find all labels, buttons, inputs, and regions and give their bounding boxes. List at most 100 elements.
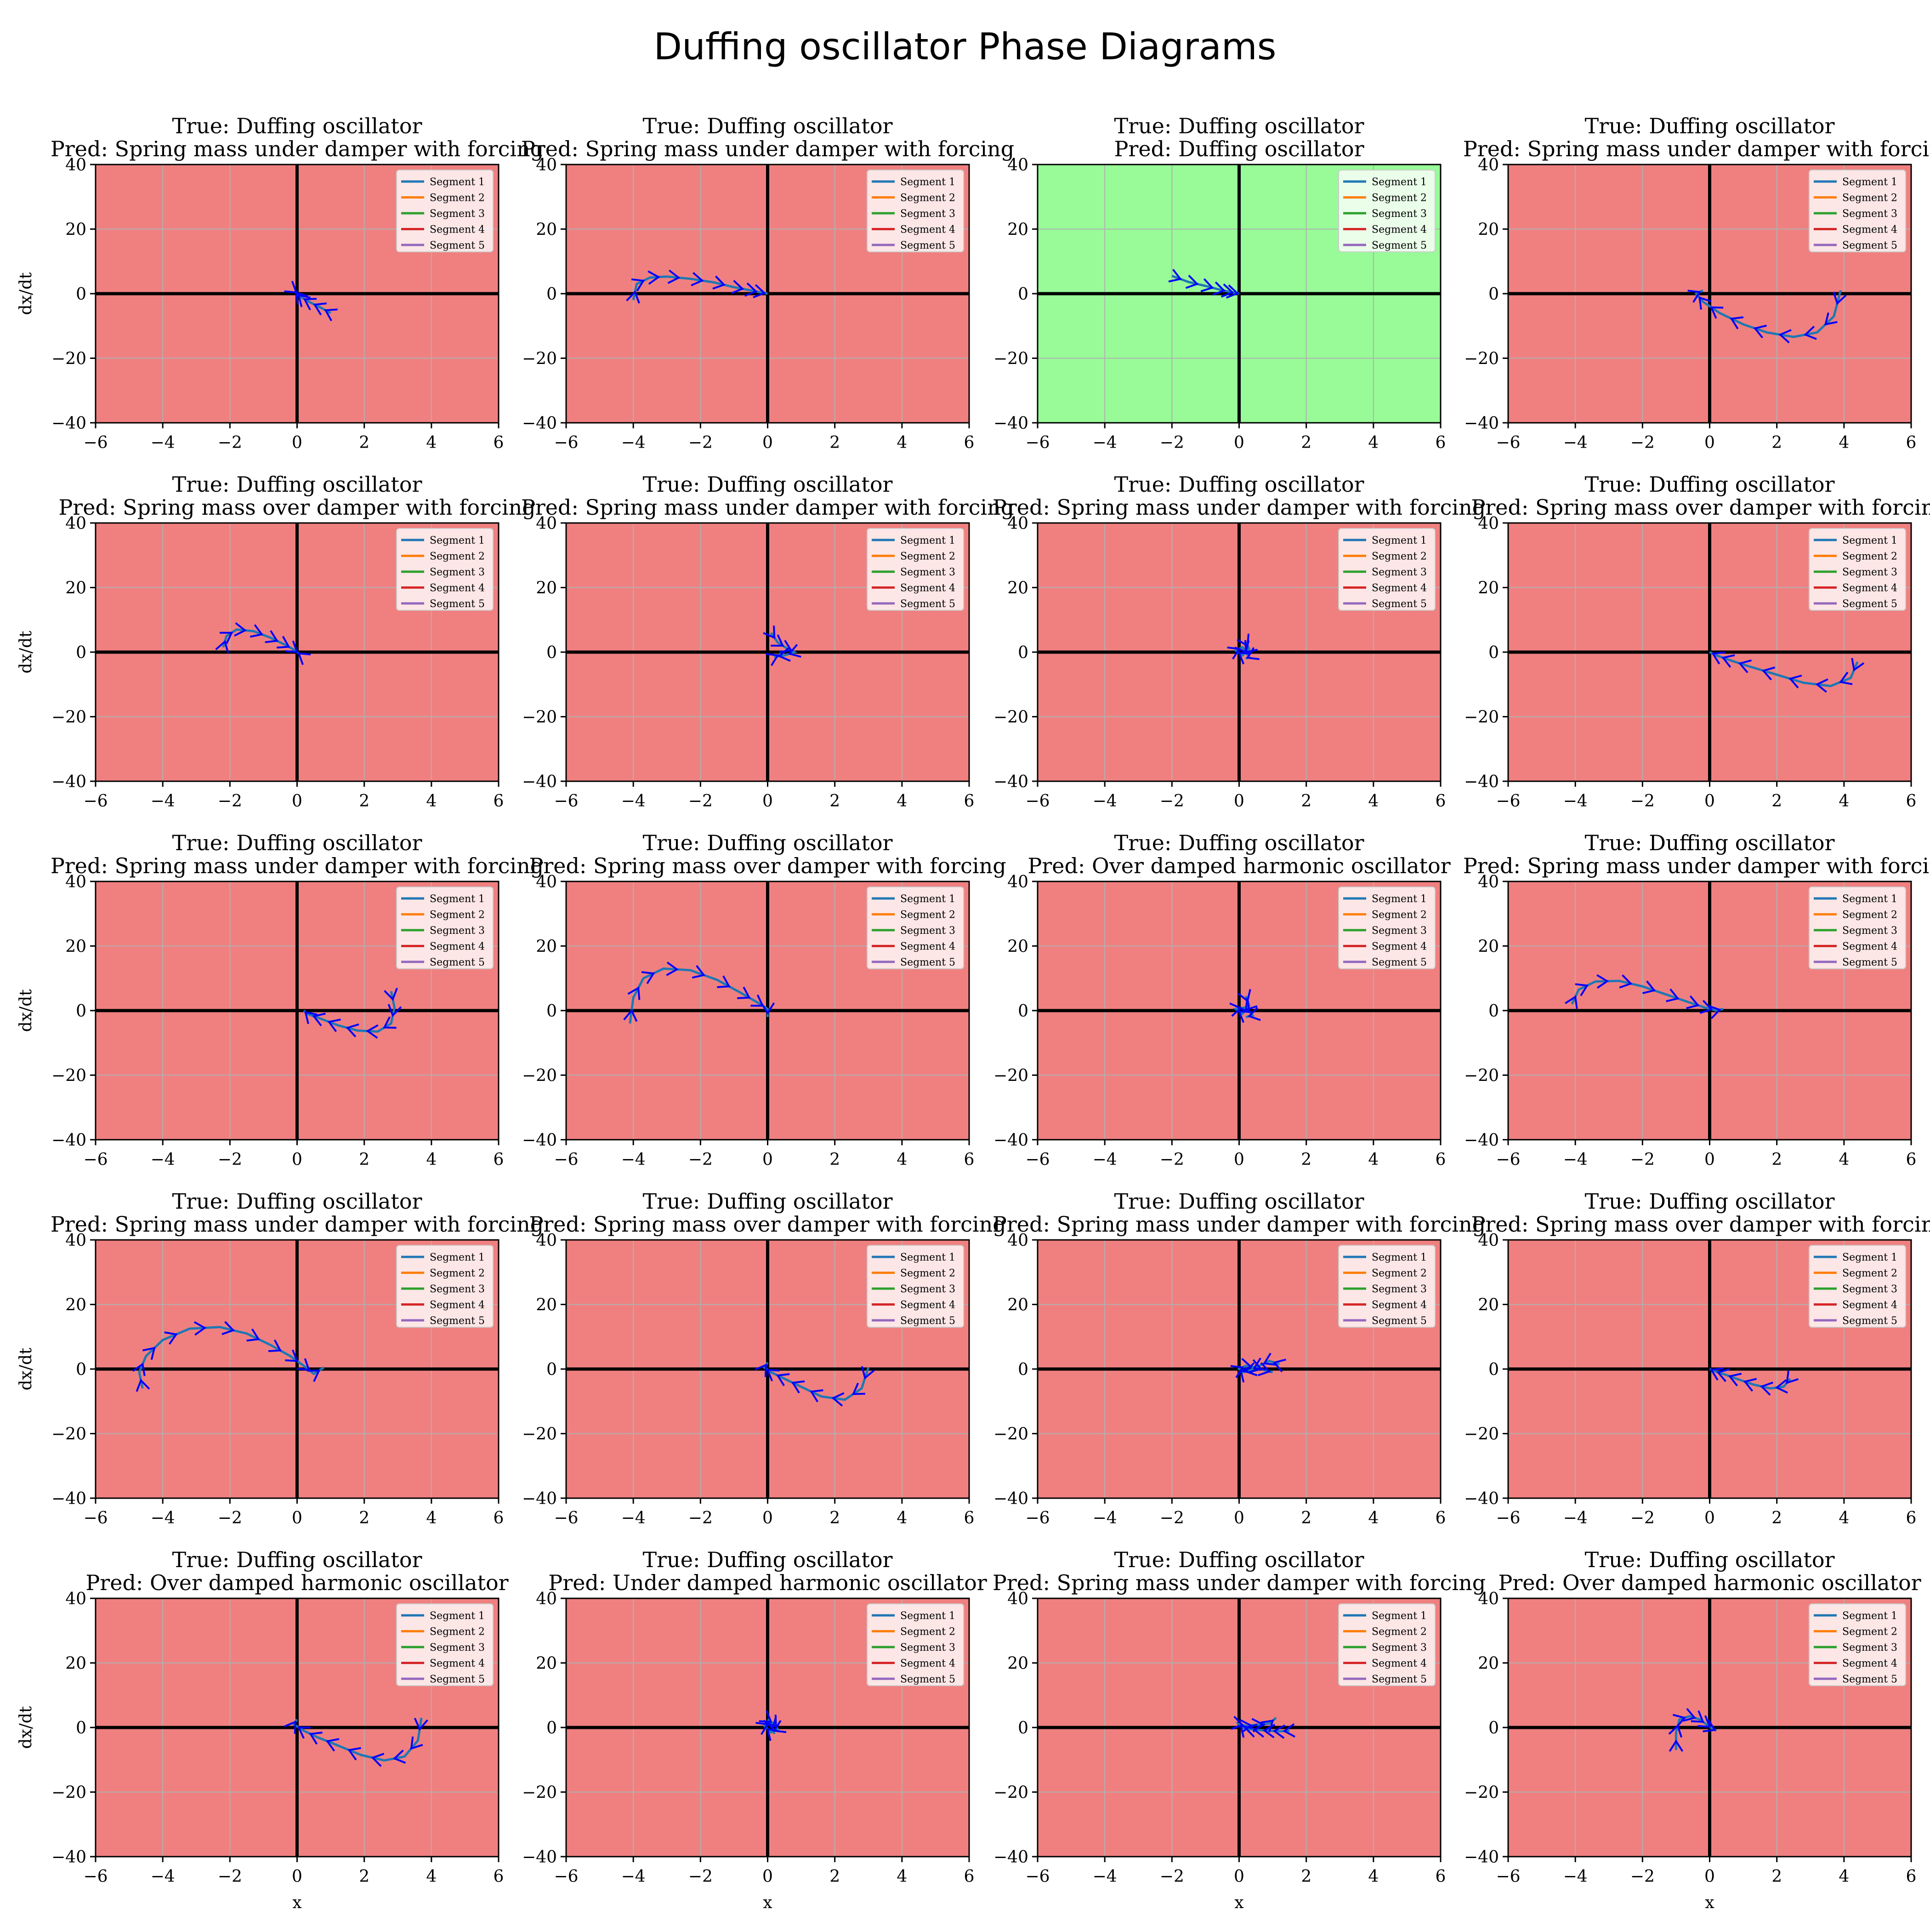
direction-arrow [631,278,645,292]
legend-label: Segment 3 [900,1642,955,1654]
legend-label: Segment 2 [900,551,955,563]
x-tick-label: 0 [762,1509,773,1528]
legend-box [396,1603,494,1686]
direction-arrow [383,1016,397,1029]
direction-arrow [1619,974,1633,989]
y-tick-label: −40 [522,414,557,433]
legend-label: Segment 2 [1372,193,1427,204]
legend-label: Segment 3 [430,1284,485,1295]
subplot-subtitle: Pred: Spring mass under damper with forc… [993,1570,1486,1595]
x-tick-label: −6 [83,1150,108,1169]
y-tick-label: 20 [536,221,557,239]
legend-box [1338,528,1436,611]
subplot-subtitle: Pred: Spring mass over damper with forci… [529,1212,1006,1237]
legend-box [1809,528,1906,611]
y-tick-label: 0 [1488,1719,1499,1738]
x-tick-label: 4 [897,1150,907,1169]
x-tick-label: 0 [762,1867,773,1886]
legend-label: Segment 1 [1842,535,1897,546]
direction-arrow [778,647,791,662]
x-tick-label: −2 [218,433,242,452]
x-tick-label: 2 [829,792,840,811]
legend-label: Segment 1 [1372,1252,1427,1263]
y-tick-label: 40 [1007,514,1028,533]
direction-arrow [755,1364,767,1377]
x-tick-label: 0 [292,1509,302,1528]
legend-label: Segment 2 [430,909,485,921]
direction-arrow [366,1024,379,1039]
y-tick-label: −40 [993,1848,1028,1867]
legend-label: Segment 3 [900,208,955,220]
legend: Segment 1 Segment 2 Segment 3 Segment 4 Segm… [396,170,494,252]
y-tick-label: 40 [65,156,86,175]
y-tick-label: −20 [993,1425,1028,1444]
legend-label: Segment 1 [430,535,485,546]
legend: Segment 1 Segment 2 Segment 3 Segment 4 Segm… [1809,170,1906,252]
legend-label: Segment 5 [1372,240,1427,251]
y-tick-label: −40 [1464,773,1499,791]
legend-label: Segment 3 [1842,1642,1897,1654]
legend-label: Segment 3 [1842,925,1897,937]
direction-arrow [1672,1714,1686,1728]
x-tick-label: 2 [1771,1867,1782,1886]
legend-label: Segment 5 [430,957,485,968]
x-tick-label: 4 [426,433,437,452]
direction-arrow [392,1750,406,1764]
x-tick-label: −4 [621,1867,646,1886]
legend-label: Segment 5 [900,957,955,968]
x-tick-label: 2 [359,1867,369,1886]
legend-label: Segment 5 [900,1315,955,1327]
x-tick-label: −2 [688,792,713,811]
legend-box [1338,170,1436,252]
x-tick-label: 0 [1234,1867,1244,1886]
x-tick-label: 0 [1704,1150,1715,1169]
x-tick-label: 6 [1906,792,1917,811]
legend-label: Segment 2 [1842,551,1897,563]
legend-label: Segment 1 [1842,1610,1897,1622]
x-tick-label: 2 [1771,1509,1782,1528]
y-tick-label: 20 [65,1654,86,1673]
legend-label: Segment 3 [1372,567,1427,578]
legend-label: Segment 2 [1842,1268,1897,1279]
y-tick-label: 40 [1478,873,1499,892]
legend-label: Segment 4 [430,1658,485,1670]
direction-arrow [304,1011,318,1024]
x-tick-label: 4 [897,1509,907,1528]
subplot-title: True: Duffing oscillator [172,114,422,138]
direction-arrow [1786,1370,1799,1384]
legend-box [1809,170,1906,252]
subplot-title: True: Duffing oscillator [1114,830,1364,855]
legend-label: Segment 5 [1372,1674,1427,1685]
subplot-subtitle: Pred: Over damped harmonic oscillator [1027,853,1450,878]
legend-box [867,170,964,252]
direction-arrow [1699,1000,1713,1014]
x-tick-label: −2 [688,433,713,452]
y-tick-label: 0 [1018,1719,1028,1738]
x-tick-label: −2 [1160,433,1184,452]
x-tick-label: 4 [1839,1509,1849,1528]
x-tick-label: 2 [829,1150,840,1169]
y-tick-label: 20 [65,1296,86,1315]
direction-arrow [346,1023,359,1038]
legend: Segment 1 Segment 2 Segment 3 Segment 4 Segm… [1809,1603,1906,1686]
y-tick-label: −40 [51,414,86,433]
y-tick-label: 0 [546,285,557,304]
direction-arrow [1708,1005,1722,1019]
direction-arrow [1231,1716,1244,1730]
y-tick-label: −40 [1464,1848,1499,1867]
y-tick-label: −40 [51,1489,86,1508]
direction-arrow [647,270,660,285]
y-tick-label: −20 [1464,1784,1499,1802]
y-axis-label: dx/dt [17,272,35,315]
legend-label: Segment 3 [430,1642,485,1654]
y-axis-label: dx/dt [17,631,35,674]
y-tick-label: 20 [1007,579,1028,598]
x-tick-label: 0 [762,433,773,452]
legend-label: Segment 1 [430,1610,485,1622]
direction-arrow [717,975,731,988]
x-tick-label: −2 [688,1867,713,1886]
x-tick-label: −6 [1025,1150,1050,1169]
x-tick-label: 6 [964,1150,975,1169]
x-tick-label: 4 [1368,1867,1379,1886]
